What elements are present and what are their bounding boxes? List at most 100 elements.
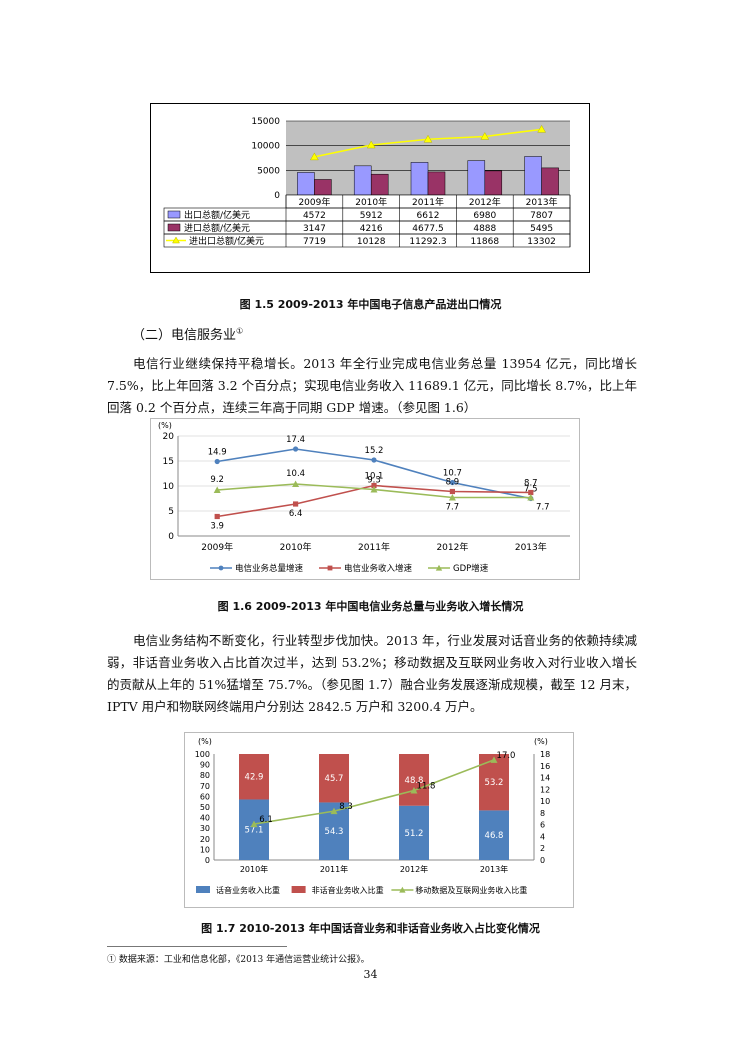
chart-1-5-table-value: 6612 bbox=[417, 211, 440, 221]
chart-1-5-table-value: 4888 bbox=[473, 224, 496, 234]
chart-1-5-line-point bbox=[423, 134, 433, 143]
chart-1-7-data-label: 46.8 bbox=[485, 831, 504, 841]
chart-1-6-point bbox=[371, 482, 377, 489]
section-heading-text: （二）电信服务业 bbox=[132, 328, 237, 343]
chart-1-6-data-label: 7.7 bbox=[446, 503, 460, 513]
chart-1-6-xtick: 2013年 bbox=[515, 541, 547, 553]
chart-1-6-legend-label: 电信业务总量增速 bbox=[235, 563, 304, 574]
chart-1-7-ytick: 0 bbox=[205, 856, 210, 865]
chart-1-7-ytick: 30 bbox=[200, 824, 210, 833]
chart-1-5-xtick: 2010年 bbox=[355, 196, 387, 208]
chart-1-6-point bbox=[449, 488, 455, 495]
chart-1-6-ytick: 5 bbox=[168, 507, 174, 517]
footnote-source: ① 数据来源：工业和信息化部，《2013 年通信运营业统计公报》。 bbox=[107, 955, 370, 965]
chart-1-7-data-label: 57.1 bbox=[245, 826, 264, 836]
chart-1-6-xtick: 2011年 bbox=[358, 541, 390, 553]
chart-1-5-ytick: 15000 bbox=[251, 117, 280, 127]
chart-1-6-ylabel: (%) bbox=[158, 421, 172, 430]
chart-1-5-bar bbox=[410, 162, 429, 196]
chart-1-6-legend-label: GDP增速 bbox=[453, 563, 489, 574]
chart-1-5-table-label: 出口总额/亿美元 bbox=[184, 209, 250, 221]
chart-1-5-table-label: 进口总额/亿美元 bbox=[184, 222, 250, 234]
chart-1-6-data-label: 17.4 bbox=[286, 435, 305, 445]
chart-1-7-y2label: (%) bbox=[534, 737, 548, 746]
chart-1-5-line-point bbox=[480, 131, 490, 140]
chart-1-6-data-label: 10.4 bbox=[286, 469, 305, 479]
chart-1-7-ytick: 60 bbox=[200, 792, 210, 801]
chart-1-5-xtick: 2013年 bbox=[526, 196, 558, 208]
chart-1-5-line-point bbox=[309, 152, 319, 161]
chart-1-7-legend-label: 移动数据及互联网业务收入比重 bbox=[415, 885, 527, 895]
chart-1-7-bar-voice bbox=[399, 805, 429, 860]
chart-1-5-table-value: 13302 bbox=[527, 237, 556, 247]
chart-1-6-point bbox=[527, 494, 535, 501]
chart-1-7-legend-label: 非话音业务收入比重 bbox=[312, 885, 384, 895]
chart-1-7-ytick: 40 bbox=[200, 814, 210, 823]
chart-1-7-xtick: 2010年 bbox=[240, 864, 268, 874]
chart-1-5-xtick: 2009年 bbox=[298, 196, 330, 208]
chart-1-7-line-point bbox=[250, 820, 258, 828]
chart-1-6-point bbox=[448, 494, 456, 501]
chart-1-5-line-point bbox=[366, 140, 376, 149]
figure-1-6: (%) 0 5 10 15 20 2009年 2010年 2011年 2012年 2013年 14.9… bbox=[150, 418, 580, 580]
chart-1-6-point bbox=[371, 457, 377, 463]
chart-1-7-y2tick: 2 bbox=[540, 844, 545, 853]
chart-1-6-data-label: 9.2 bbox=[210, 475, 224, 485]
chart-1-6-legend-marker bbox=[435, 564, 443, 571]
chart-1-7-bar-nonvoice bbox=[399, 754, 429, 806]
figure-1-5-caption: 图 1.5 2009-2013 年中国电子信息产品进出口情况 bbox=[239, 298, 502, 311]
chart-1-7-data-label: 53.2 bbox=[485, 778, 504, 788]
chart-1-7-ytick: 80 bbox=[200, 771, 210, 780]
chart-1-6-legend-marker bbox=[327, 565, 333, 571]
chart-1-6-point bbox=[293, 501, 299, 507]
chart-1-7-bar-voice bbox=[479, 810, 509, 860]
chart-1-7-xtick: 2013年 bbox=[480, 864, 508, 874]
chart-1-7-ylabel: (%) bbox=[198, 737, 212, 746]
chart-1-6-data-label: 9.3 bbox=[367, 476, 381, 486]
chart-1-5-ytick: 5000 bbox=[257, 166, 280, 176]
figure-1-6-caption: 图 1.6 2009-2013 年中国电信业务总量与业务收入增长情况 bbox=[217, 600, 524, 613]
chart-1-6-data-label: 7.5 bbox=[524, 485, 538, 495]
chart-1-5-table-value: 3147 bbox=[303, 224, 326, 234]
chart-1-7-line-point bbox=[490, 756, 498, 763]
chart-1-7-y2tick: 10 bbox=[540, 797, 550, 806]
chart-1-5-legend-marker bbox=[172, 236, 180, 244]
chart-1-5-ytick: 0 bbox=[274, 191, 280, 201]
chart-1-7-line-label: 6.1 bbox=[259, 815, 273, 825]
figure-1-7: (%) (%) 0 10 20 30 40 50 60 70 80 90 100 0 2 4 6 8 10 12 14 1… bbox=[184, 732, 574, 908]
chart-1-7-legend-swatch bbox=[291, 886, 306, 893]
chart-1-7-y2tick: 16 bbox=[540, 762, 550, 771]
figure-1-7-caption: 图 1.7 2010-2013 年中国话音业务和非话音业务收入占比变化情况 bbox=[201, 922, 540, 935]
chart-1-6-point bbox=[449, 479, 455, 486]
chart-1-6-frame bbox=[150, 418, 580, 580]
chart-1-6-point bbox=[214, 458, 220, 465]
chart-1-7-y2tick: 4 bbox=[540, 832, 545, 841]
chart-1-6-data-label: 8.9 bbox=[446, 478, 460, 488]
chart-1-5-bar bbox=[427, 171, 446, 196]
chart-1-6-data-label: 8.7 bbox=[524, 479, 538, 489]
chart-1-7-xtick: 2012年 bbox=[400, 864, 428, 874]
chart-1-5-table-value: 4572 bbox=[303, 211, 326, 221]
chart-1-6-ytick: 0 bbox=[168, 532, 174, 542]
chart-1-5-bar bbox=[353, 165, 372, 196]
chart-1-7-ytick: 90 bbox=[200, 761, 210, 770]
chart-1-5-legend-swatch bbox=[167, 210, 181, 219]
chart-1-6-point bbox=[213, 486, 221, 493]
chart-1-5-table-value: 7719 bbox=[303, 237, 326, 247]
chart-1-6-data-label: 15.2 bbox=[365, 446, 384, 456]
chart-1-7-data-label: 48.8 bbox=[405, 776, 424, 786]
chart-1-6-point bbox=[292, 480, 300, 487]
chart-1-7-y2tick: 14 bbox=[540, 774, 550, 783]
chart-1-5-bar bbox=[524, 156, 542, 196]
chart-1-5-xtick: 2011年 bbox=[412, 196, 444, 208]
chart-1-7-ytick: 20 bbox=[200, 835, 210, 844]
figure-1-5: 0 5000 10000 15000 2009年 2010年 2011年 2012年 2013年… bbox=[150, 103, 590, 273]
chart-1-6-point bbox=[214, 513, 220, 520]
chart-1-6-svg: (%) 0 5 10 15 20 2009年 2010年 2011年 2012年 2013年 14.9… bbox=[150, 418, 580, 580]
chart-1-6-point bbox=[293, 446, 299, 452]
chart-1-5-table-row bbox=[163, 233, 571, 248]
chart-1-7-y2tick: 6 bbox=[540, 821, 545, 830]
chart-1-7-line-label: 17.0 bbox=[497, 751, 516, 761]
chart-1-6-data-label: 10.1 bbox=[365, 472, 384, 482]
chart-1-7-legend-marker bbox=[399, 886, 406, 893]
